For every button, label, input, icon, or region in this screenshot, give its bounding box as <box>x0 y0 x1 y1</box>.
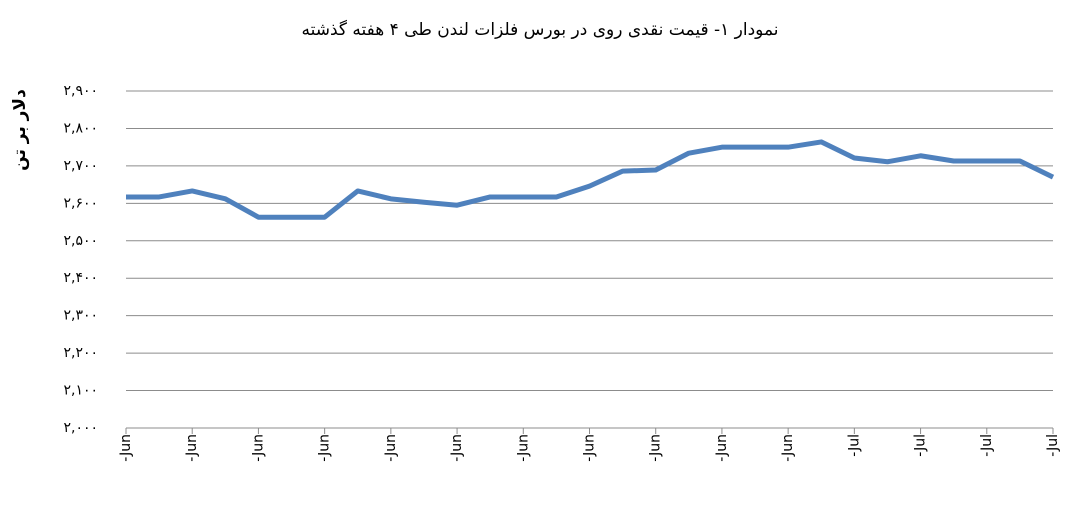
x-tick-label: -Jun <box>714 434 730 462</box>
x-tick-label: -Jul <box>979 434 995 457</box>
x-tick-label: -Jul <box>846 434 862 457</box>
y-tick-label: ۲,۸۰۰ <box>63 120 98 136</box>
data-line <box>126 139 1055 220</box>
y-tick-label: ۲,۳۰۰ <box>63 308 98 324</box>
y-tick-label: ۲,۴۰۰ <box>63 270 98 286</box>
y-axis-title: دلار بر تن <box>10 89 30 171</box>
x-tick-label: -Jul <box>1045 434 1061 457</box>
y-tick-label: ۲,۲۰۰ <box>63 345 98 361</box>
x-tick-label: -Jun <box>184 434 200 462</box>
x-tick-label: -Jul <box>913 434 929 457</box>
x-tick-label: -Jun <box>449 434 465 462</box>
x-tick-label: -Jun <box>515 434 531 462</box>
x-tick-label: -Jun <box>118 434 134 462</box>
y-tick-label: ۲,۷۰۰ <box>63 158 98 174</box>
y-tick-label: ۲,۱۰۰ <box>63 383 98 399</box>
x-tick-label: -Jun <box>317 434 333 462</box>
chart-title: نمودار ۱- قیمت نقدی روی در بورس فلزات لن… <box>301 19 778 40</box>
x-tick-label: -Jun <box>383 434 399 462</box>
y-tick-label: ۲,۹۰۰ <box>63 83 98 99</box>
x-tick-label: -Jun <box>780 434 796 462</box>
x-tick-label: -Jun <box>582 434 598 462</box>
x-tick-label: -Jun <box>648 434 664 462</box>
y-tick-label: ۲,۰۰۰ <box>63 420 98 436</box>
y-tick-label: ۲,۵۰۰ <box>63 233 98 249</box>
x-tick-label: -Jun <box>250 434 266 462</box>
y-tick-label: ۲,۶۰۰ <box>63 195 98 211</box>
